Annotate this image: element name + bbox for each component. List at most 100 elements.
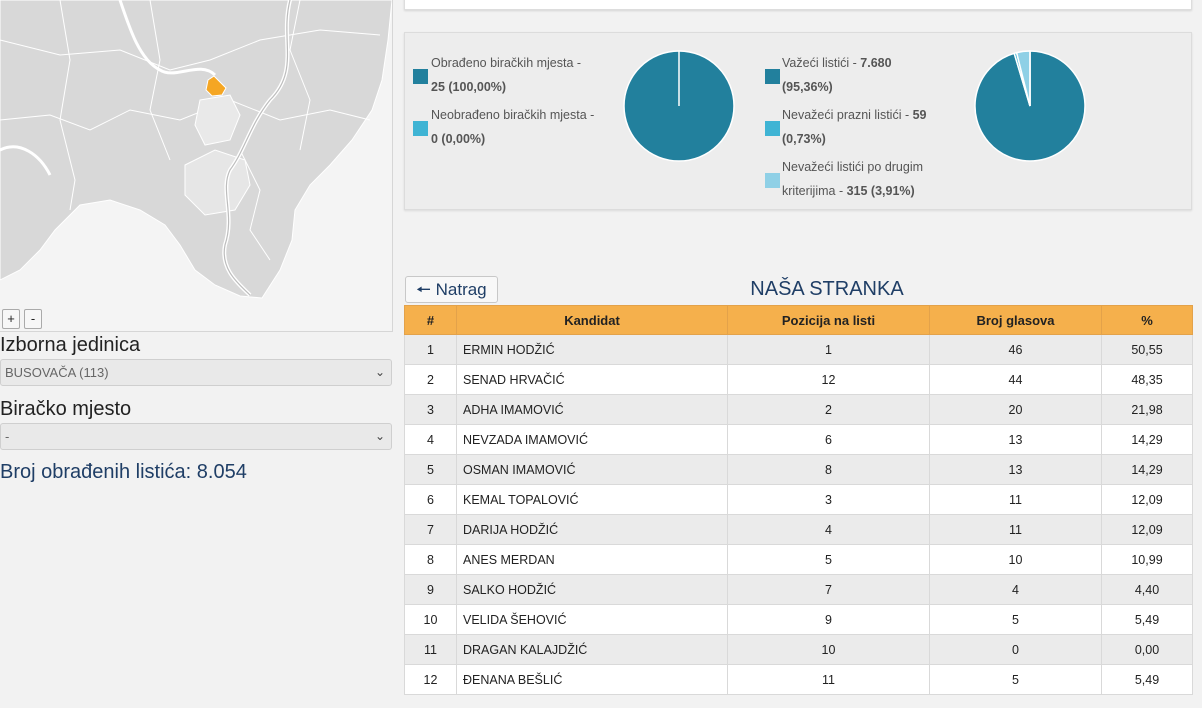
legend-unprocessed-label: Neobrađeno biračkih mjesta - — [431, 108, 595, 122]
list-position: 6 — [727, 424, 930, 455]
row-number: 4 — [404, 424, 457, 455]
vote-count: 5 — [929, 664, 1102, 695]
pie-ballots — [974, 50, 1086, 162]
vote-count: 5 — [929, 604, 1102, 635]
legend-blank-count: 59 — [912, 108, 927, 122]
unit-select-value: BUSOVAČA (113) — [5, 365, 109, 380]
vote-count: 20 — [929, 394, 1102, 425]
candidate-name: ERMIN HODŽIĆ — [456, 334, 728, 365]
table-row: 9 SALKO HODŽIĆ 7 4 4,40 — [404, 574, 1193, 605]
legend-other-label2: kriterijima - — [782, 184, 847, 198]
vote-percent: 14,29 — [1101, 454, 1193, 485]
vote-percent: 50,55 — [1101, 334, 1193, 365]
back-button[interactable]: 🠔 Natrag — [405, 276, 498, 303]
col-header-number[interactable]: # — [404, 305, 457, 335]
row-number: 7 — [404, 514, 457, 545]
chevron-down-icon: ⌄ — [374, 365, 385, 379]
list-position: 9 — [727, 604, 930, 635]
pie-stations — [623, 50, 735, 162]
row-number: 8 — [404, 544, 457, 575]
back-button-label: Natrag — [435, 280, 487, 299]
candidate-name: ADHA IMAMOVIĆ — [456, 394, 728, 425]
vote-percent: 4,40 — [1101, 574, 1193, 605]
legend-other-value: 315 (3,91%) — [846, 184, 915, 198]
table-row: 8 ANES MERDAN 5 10 10,99 — [404, 544, 1193, 575]
arrow-left-icon: 🠔 — [416, 280, 431, 299]
table-row: 7 DARIJA HODŽIĆ 4 11 12,09 — [404, 514, 1193, 545]
candidate-name: NEVZADA IMAMOVIĆ — [456, 424, 728, 455]
list-position: 2 — [727, 394, 930, 425]
map-graphic[interactable] — [0, 0, 393, 332]
vote-percent: 48,35 — [1101, 364, 1193, 395]
vote-count: 13 — [929, 424, 1102, 455]
table-row: 4 NEVZADA IMAMOVIĆ 6 13 14,29 — [404, 424, 1193, 455]
row-number: 6 — [404, 484, 457, 515]
vote-count: 44 — [929, 364, 1102, 395]
unit-select[interactable]: BUSOVAČA (113) ⌄ — [0, 359, 392, 386]
vote-count: 11 — [929, 484, 1102, 515]
legend-swatch-blank — [765, 121, 780, 136]
legend-swatch-valid — [765, 69, 780, 84]
legend-valid: Važeći listići - 7.680 (95,36%) — [782, 51, 972, 99]
selected-municipality[interactable] — [205, 75, 227, 97]
list-position: 12 — [727, 364, 930, 395]
col-header-position[interactable]: Pozicija na listi — [727, 305, 930, 335]
table-row: 3 ADHA IMAMOVIĆ 2 20 21,98 — [404, 394, 1193, 425]
list-position: 10 — [727, 634, 930, 665]
table-row: 12 ĐENANA BEŠLIĆ 11 5 5,49 — [404, 664, 1193, 695]
col-header-votes[interactable]: Broj glasova — [929, 305, 1102, 335]
list-position: 8 — [727, 454, 930, 485]
legend-valid-percent: (95,36%) — [782, 80, 833, 94]
legend-unprocessed: Neobrađeno biračkih mjesta - 0 (0,00%) — [431, 103, 611, 151]
station-select[interactable]: - ⌄ — [0, 423, 392, 450]
legend-processed: Obrađeno biračkih mjesta - 25 (100,00%) — [431, 51, 611, 99]
row-number: 3 — [404, 394, 457, 425]
vote-percent: 5,49 — [1101, 604, 1193, 635]
list-position: 7 — [727, 574, 930, 605]
table-row: 6 KEMAL TOPALOVIĆ 3 11 12,09 — [404, 484, 1193, 515]
list-position: 11 — [727, 664, 930, 695]
list-position: 5 — [727, 544, 930, 575]
table-row: 2 SENAD HRVAČIĆ 12 44 48,35 — [404, 364, 1193, 395]
legend-blank-label: Nevažeći prazni listići - — [782, 108, 913, 122]
candidate-name: OSMAN IMAMOVIĆ — [456, 454, 728, 485]
vote-percent: 14,29 — [1101, 424, 1193, 455]
vote-count: 13 — [929, 454, 1102, 485]
vote-percent: 5,49 — [1101, 664, 1193, 695]
vote-percent: 12,09 — [1101, 484, 1193, 515]
table-row: 5 OSMAN IMAMOVIĆ 8 13 14,29 — [404, 454, 1193, 485]
vote-percent: 10,99 — [1101, 544, 1193, 575]
stats-panel: Obrađeno biračkih mjesta - 25 (100,00%) … — [404, 32, 1192, 210]
legend-unprocessed-value: 0 (0,00%) — [431, 132, 486, 146]
legend-swatch-processed — [413, 69, 428, 84]
legend-processed-value: 25 (100,00%) — [431, 80, 507, 94]
table-row: 11 DRAGAN KALAJDŽIĆ 10 0 0,00 — [404, 634, 1193, 665]
vote-percent: 0,00 — [1101, 634, 1193, 665]
vote-count: 11 — [929, 514, 1102, 545]
table-header-row: # Kandidat Pozicija na listi Broj glasov… — [404, 305, 1193, 335]
municipality-map[interactable]: + - — [0, 0, 393, 332]
zoom-out-button[interactable]: - — [24, 309, 42, 329]
legend-valid-count: 7.680 — [860, 56, 892, 70]
candidate-name: ANES MERDAN — [456, 544, 728, 575]
col-header-percent[interactable]: % — [1101, 305, 1193, 335]
zoom-in-button[interactable]: + — [2, 309, 20, 329]
col-header-candidate[interactable]: Kandidat — [456, 305, 728, 335]
vote-count: 4 — [929, 574, 1102, 605]
row-number: 11 — [404, 634, 457, 665]
legend-blank: Nevažeći prazni listići - 59 (0,73%) — [782, 103, 972, 151]
candidate-name: SALKO HODŽIĆ — [456, 574, 728, 605]
row-number: 10 — [404, 604, 457, 635]
station-label: Biračko mjesto — [0, 398, 132, 420]
row-number: 2 — [404, 364, 457, 395]
chevron-down-icon: ⌄ — [374, 429, 385, 443]
legend-processed-label: Obrađeno biračkih mjesta - — [431, 56, 582, 70]
legend-swatch-unprocessed — [413, 121, 428, 136]
legend-other-label: Nevažeći listići po drugim — [782, 160, 924, 174]
row-number: 5 — [404, 454, 457, 485]
party-title: NAŠA STRANKA — [750, 278, 904, 300]
candidate-name: ĐENANA BEŠLIĆ — [456, 664, 728, 695]
row-number: 1 — [404, 334, 457, 365]
unit-label: Izborna jedinica — [0, 334, 141, 356]
results-table: # Kandidat Pozicija na listi Broj glasov… — [404, 305, 1193, 695]
